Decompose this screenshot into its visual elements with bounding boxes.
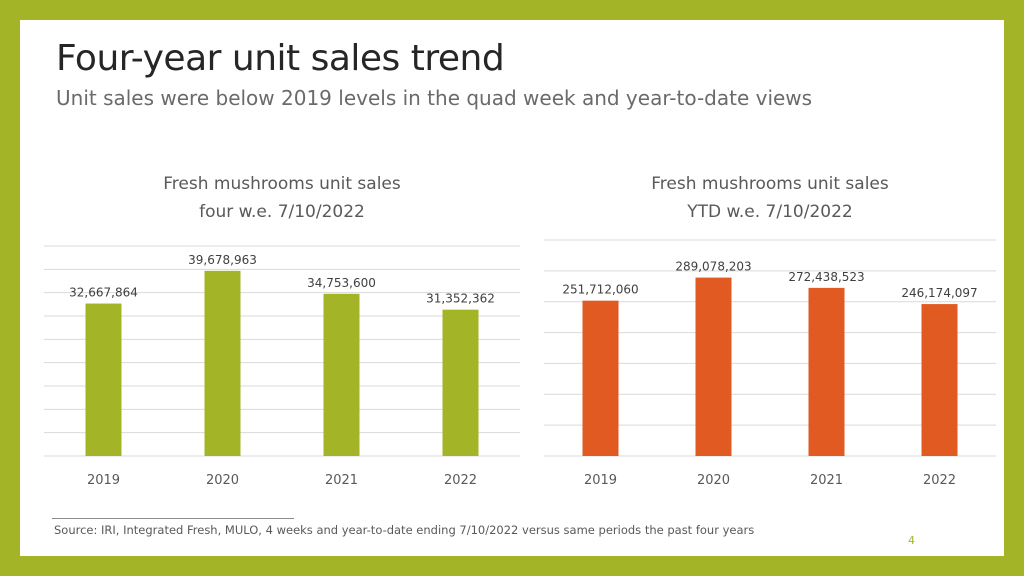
slide: Four-year unit sales trend Unit sales we… <box>20 20 1004 556</box>
page-number: 4 <box>908 534 915 547</box>
bar-2022 <box>921 304 958 456</box>
tick-label-2020: 2020 <box>697 473 730 488</box>
data-label-2020: 289,078,203 <box>675 260 751 274</box>
tick-label-2022: 2022 <box>923 473 956 488</box>
bar-2021 <box>808 287 845 456</box>
source-note: Source: IRI, Integrated Fresh, MULO, 4 w… <box>54 523 755 537</box>
tick-label-2019: 2019 <box>87 473 120 488</box>
bar-2020 <box>204 270 241 456</box>
data-label-2019: 32,667,864 <box>69 286 138 300</box>
bar-chart-four-week: 32,667,864 2019 39,678,963 2020 34,753,600 20… <box>44 245 520 488</box>
bar-2021 <box>323 293 360 456</box>
chart-title-four-week: Fresh mushrooms unit sales four w.e. 7/1… <box>82 170 482 226</box>
tick-label-2020: 2020 <box>206 473 239 488</box>
page-subtitle: Unit sales were below 2019 levels in the… <box>56 86 813 110</box>
data-label-2022: 246,174,097 <box>901 286 977 300</box>
data-label-2021: 34,753,600 <box>307 276 376 290</box>
chart-title-line-1: Fresh mushrooms unit sales <box>163 174 401 194</box>
chart-title-line-1: Fresh mushrooms unit sales <box>651 174 889 194</box>
data-label-2021: 272,438,523 <box>788 270 864 284</box>
tick-label-2021: 2021 <box>810 473 843 488</box>
chart-title-ytd: Fresh mushrooms unit sales YTD w.e. 7/10… <box>570 170 970 226</box>
tick-label-2022: 2022 <box>444 473 477 488</box>
data-label-2020: 39,678,963 <box>188 253 257 267</box>
bar-2019 <box>582 300 619 456</box>
data-label-2022: 31,352,362 <box>426 292 495 306</box>
bar-2020 <box>695 277 732 456</box>
chart-title-line-2: YTD w.e. 7/10/2022 <box>687 202 853 222</box>
tick-label-2019: 2019 <box>584 473 617 488</box>
bar-chart-ytd: 251,712,060 2019 289,078,203 2020 272,438,52… <box>544 239 996 488</box>
bar-2019 <box>85 303 122 456</box>
chart-title-line-2: four w.e. 7/10/2022 <box>199 202 365 222</box>
page-title: Four-year unit sales trend <box>56 38 505 79</box>
tick-label-2021: 2021 <box>325 473 358 488</box>
bar-2022 <box>442 309 479 456</box>
footer-divider <box>52 518 294 519</box>
data-label-2019: 251,712,060 <box>562 283 638 297</box>
